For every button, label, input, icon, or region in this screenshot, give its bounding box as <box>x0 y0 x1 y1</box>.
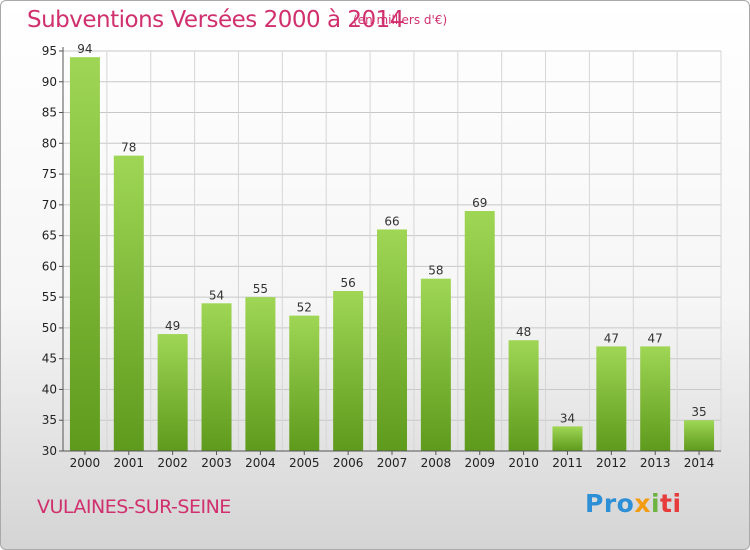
data-label: 69 <box>472 196 487 210</box>
x-tick-label: 2006 <box>333 456 364 470</box>
bar[interactable] <box>113 155 144 451</box>
x-tick-label: 2003 <box>201 456 232 470</box>
y-tick-label: 55 <box>42 290 57 304</box>
data-label: 78 <box>121 141 136 155</box>
y-tick-label: 75 <box>42 167 57 181</box>
y-tick-label: 85 <box>42 106 57 120</box>
x-tick-label: 2007 <box>377 456 408 470</box>
data-label: 58 <box>428 264 443 278</box>
y-tick-label: 45 <box>42 352 57 366</box>
logo-part: Pro <box>585 489 635 518</box>
y-tick-label: 90 <box>42 75 57 89</box>
x-axis: 2000 2001 2002 2003 2004 2005 2006 2007 2008 2009… <box>63 450 721 470</box>
bar[interactable] <box>508 340 539 451</box>
logo-part: i <box>650 489 661 518</box>
bar[interactable] <box>640 346 671 451</box>
place-name: VULAINES-SUR-SEINE <box>37 496 231 518</box>
bar[interactable] <box>157 334 188 451</box>
bars: 94 78 49 54 55 52 56 66 58 69 48 34 47 47 35 <box>69 42 715 452</box>
y-tick-label: 60 <box>42 259 57 273</box>
y-tick-label: 95 <box>42 44 57 58</box>
data-label: 66 <box>384 214 399 228</box>
bar[interactable] <box>377 229 407 451</box>
bar[interactable] <box>69 57 100 452</box>
x-tick-label: 2009 <box>464 456 495 470</box>
data-label: 94 <box>77 42 92 56</box>
y-tick-label: 65 <box>42 229 57 243</box>
x-tick-label: 2005 <box>289 456 320 470</box>
chart-subtitle: (en milliers d'€) <box>353 13 448 27</box>
bar[interactable] <box>245 297 276 451</box>
bar[interactable] <box>684 420 715 451</box>
bar[interactable] <box>333 291 364 451</box>
y-tick-label: 70 <box>42 198 57 212</box>
x-tick-label: 2010 <box>508 456 539 470</box>
data-label: 54 <box>209 288 224 302</box>
bar[interactable] <box>464 211 495 451</box>
x-tick-label: 2013 <box>640 456 671 470</box>
bar[interactable] <box>289 315 320 451</box>
x-tick-label: 2011 <box>552 456 583 470</box>
chart-title: Subventions Versées 2000 à 2014 <box>27 7 404 33</box>
data-label: 56 <box>340 276 355 290</box>
data-label: 55 <box>253 282 268 296</box>
bar[interactable] <box>420 278 451 451</box>
x-tick-label: 2000 <box>70 456 101 470</box>
y-tick-label: 40 <box>42 382 57 396</box>
data-label: 34 <box>560 411 575 425</box>
y-tick-label: 30 <box>42 444 57 458</box>
x-tick-label: 2002 <box>157 456 188 470</box>
y-tick-label: 35 <box>42 413 57 427</box>
data-label: 48 <box>516 325 531 339</box>
x-tick-label: 2001 <box>114 456 145 470</box>
x-tick-label: 2004 <box>245 456 276 470</box>
bar[interactable] <box>201 303 232 451</box>
logo-part: ti <box>660 489 682 518</box>
y-tick-label: 50 <box>42 321 57 335</box>
data-label: 35 <box>691 405 706 419</box>
y-tick-label: 80 <box>42 136 57 150</box>
data-label: 47 <box>604 331 619 345</box>
x-tick-label: 2014 <box>684 456 715 470</box>
y-axis: 30 35 40 45 50 55 60 65 70 75 80 85 90 95 <box>42 44 64 458</box>
bar[interactable] <box>552 426 583 451</box>
x-tick-label: 2012 <box>596 456 627 470</box>
data-label: 47 <box>648 331 663 345</box>
x-tick-label: 2008 <box>421 456 452 470</box>
data-label: 52 <box>297 301 312 315</box>
data-label: 49 <box>165 319 180 333</box>
proxiti-logo[interactable]: Proxiti <box>585 489 682 518</box>
logo-part: x <box>634 489 651 518</box>
bar[interactable] <box>596 346 627 451</box>
